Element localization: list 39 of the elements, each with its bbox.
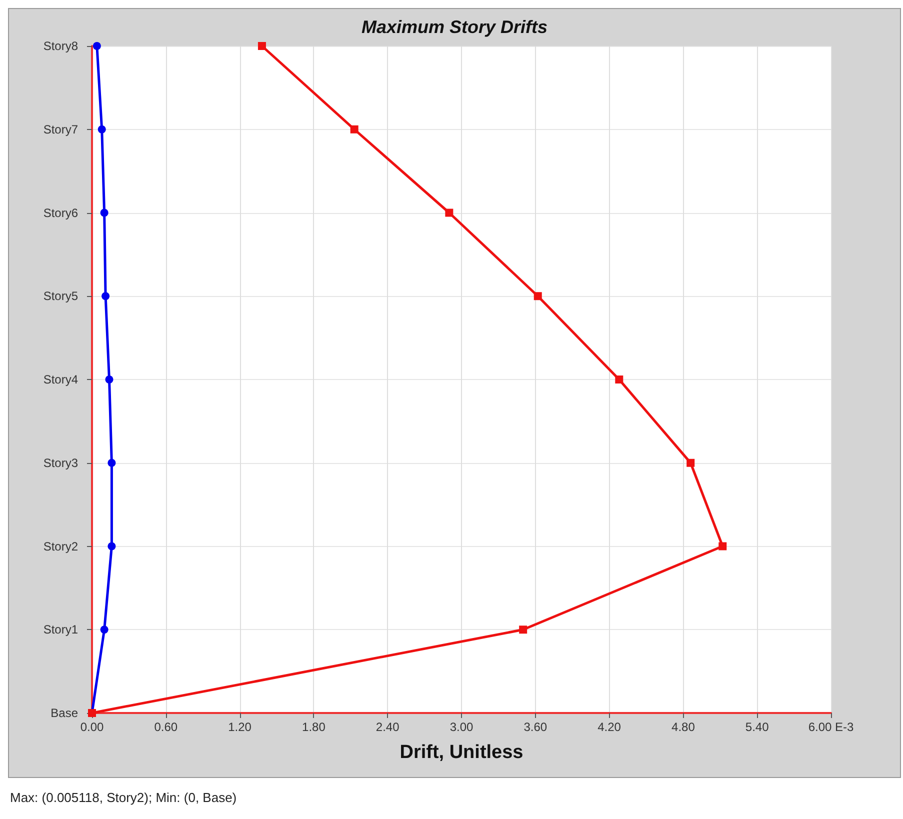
point bbox=[100, 208, 108, 217]
point bbox=[108, 542, 116, 550]
point bbox=[519, 626, 528, 634]
x-tick-label: 1.80 bbox=[302, 720, 326, 734]
point bbox=[105, 376, 114, 384]
text: Max: (0.005118, Story2); Min: (0, Base) bbox=[10, 790, 237, 805]
point bbox=[615, 376, 624, 384]
point bbox=[686, 458, 695, 467]
point bbox=[258, 42, 266, 50]
point bbox=[718, 542, 727, 550]
point bbox=[534, 292, 542, 300]
point bbox=[98, 125, 106, 134]
y-tick-label: Story3 bbox=[43, 456, 78, 470]
point bbox=[102, 292, 110, 300]
y-tick-label: Base bbox=[50, 706, 78, 720]
point bbox=[108, 458, 116, 467]
y-tick-label: Story2 bbox=[43, 539, 78, 554]
x-tick-label: 0.00 bbox=[80, 720, 104, 734]
y-tick-label: Story4 bbox=[43, 372, 78, 386]
x-tick-label: 4.80 bbox=[672, 720, 696, 734]
chart-title: Maximum Story Drifts bbox=[361, 17, 548, 37]
point bbox=[100, 626, 108, 634]
y-tick-label: Story7 bbox=[43, 122, 78, 136]
y-tick-label: Story8 bbox=[43, 39, 78, 53]
y-tick-label: Story6 bbox=[43, 206, 78, 220]
x-tick-label: 3.60 bbox=[524, 720, 548, 734]
x-tick-label: 3.00 bbox=[450, 720, 474, 734]
x-axis-title: Drift, Unitless bbox=[400, 742, 524, 763]
y-tick-label: Story1 bbox=[43, 622, 78, 637]
x-tick-label: 1.20 bbox=[228, 720, 252, 734]
point bbox=[350, 125, 358, 134]
x-tick-label: 6.00 E-3 bbox=[808, 720, 854, 734]
y-tick-label: Story5 bbox=[43, 289, 78, 304]
x-tick-label: 2.40 bbox=[376, 720, 400, 734]
x-tick-label: 5.40 bbox=[745, 720, 770, 734]
point bbox=[445, 208, 454, 217]
point bbox=[92, 42, 101, 50]
x-tick-label: 4.20 bbox=[598, 720, 622, 734]
x-tick-label: 0.60 bbox=[154, 720, 178, 734]
